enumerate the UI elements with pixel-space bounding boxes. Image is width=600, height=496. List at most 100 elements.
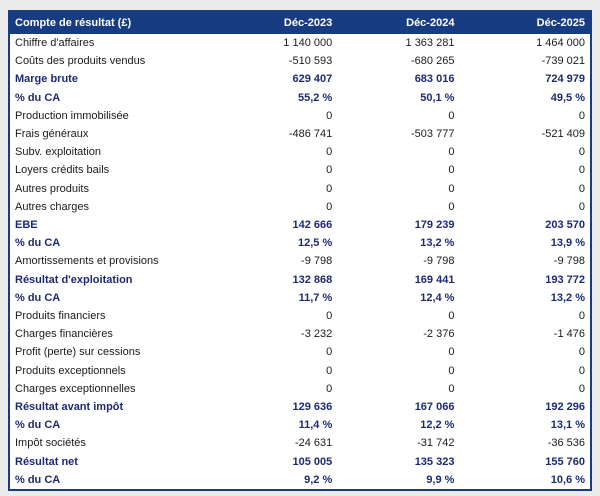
row-label: % du CA: [15, 91, 61, 104]
table-row: Amortissements et provisions -9 798 -9 798…: [9, 252, 591, 270]
cell-value: 0: [578, 310, 585, 323]
cell-value: 0: [448, 182, 455, 195]
table-row: % du CA 11,4 % 12,2 % 13,1 %: [9, 416, 591, 434]
cell-value: 0: [448, 164, 455, 177]
table-header-row: Compte de résultat (£) Déc-2023 Déc-2024…: [9, 11, 591, 34]
row-label: Marge brute: [15, 73, 78, 86]
row-label: Impôt sociétés: [15, 437, 86, 450]
cell-value: 11,4 %: [298, 419, 333, 432]
cell-value: 0: [578, 200, 585, 213]
row-label: Autres charges: [15, 200, 89, 213]
income-statement-table: Compte de résultat (£) Déc-2023 Déc-2024…: [8, 10, 592, 492]
cell-value: 135 323: [414, 455, 455, 468]
row-label: Amortissements et provisions: [15, 255, 159, 268]
cell-value: 12,5 %: [297, 237, 333, 250]
row-label: Autres produits: [15, 182, 89, 195]
row-label: Produits financiers: [15, 310, 106, 323]
table-row: Loyers crédits bails 0 0 0: [9, 161, 591, 179]
cell-value: -1 476: [553, 328, 585, 341]
cell-value: -24 631: [294, 437, 333, 450]
cell-value: 13,1 %: [550, 419, 585, 432]
cell-value: 724 979: [545, 73, 585, 86]
cell-value: -739 021: [541, 55, 585, 68]
cell-value: 50,1 %: [420, 91, 455, 104]
cell-value: 0: [326, 310, 333, 323]
cell-value: -510 593: [288, 55, 333, 68]
table-row: Impôt sociétés -24 631 -31 742 -36 536: [9, 434, 591, 452]
cell-value: 167 066: [414, 401, 455, 414]
cell-value: -31 742: [417, 437, 455, 450]
table-row: % du CA 12,5 % 13,2 % 13,9 %: [9, 234, 591, 252]
cell-value: 193 772: [545, 273, 585, 286]
table-row: % du CA 55,2 % 50,1 % 49,5 %: [9, 89, 591, 107]
table-row: Production immobilisée 0 0 0: [9, 107, 591, 125]
cell-value: 0: [326, 109, 333, 122]
cell-value: -680 265: [411, 55, 455, 68]
cell-value: 683 016: [414, 73, 455, 86]
cell-value: 13,2 %: [420, 237, 455, 250]
cell-value: 0: [326, 164, 333, 177]
cell-value: 203 570: [545, 219, 585, 232]
row-label: EBE: [15, 219, 38, 232]
cell-value: 169 441: [414, 273, 455, 286]
cell-value: 9,2 %: [304, 473, 333, 486]
cell-value: -9 798: [553, 255, 585, 268]
table-row: Résultat avant impôt 129 636 167 066 192 29…: [9, 398, 591, 416]
table-row: Chiffre d'affaires 1 140 000 1 363 281 1 46…: [9, 34, 591, 52]
cell-value: -3 232: [301, 328, 333, 341]
table-row: Subv. exploitation 0 0 0: [9, 143, 591, 161]
cell-value: 0: [578, 364, 585, 377]
table-row: Charges financières -3 232 -2 376 -1 476: [9, 325, 591, 343]
cell-value: 0: [326, 346, 333, 359]
cell-value: 0: [326, 200, 333, 213]
cell-value: 0: [448, 200, 455, 213]
row-label: % du CA: [15, 291, 61, 304]
cell-value: 13,9 %: [550, 237, 585, 250]
cell-value: 129 636: [292, 401, 333, 414]
cell-value: -2 376: [423, 328, 455, 341]
cell-value: 0: [448, 364, 455, 377]
cell-value: 55,2 %: [297, 91, 333, 104]
row-label: Profit (perte) sur cessions: [15, 346, 141, 359]
row-label: Production immobilisée: [15, 109, 129, 122]
cell-value: 629 407: [292, 73, 333, 86]
table-row: Marge brute 629 407 683 016 724 979: [9, 70, 591, 88]
cell-value: 1 363 281: [405, 37, 455, 49]
cell-value: 0: [578, 346, 585, 359]
cell-value: -9 798: [423, 255, 455, 268]
table-row: Résultat d'exploitation 132 868 169 441 193…: [9, 271, 591, 289]
cell-value: 105 005: [292, 455, 333, 468]
row-label: % du CA: [15, 473, 61, 486]
cell-value: 12,2 %: [420, 419, 455, 432]
table-header-dec-2024: Déc-2024: [337, 11, 460, 34]
table-row: Produits financiers 0 0 0: [9, 307, 591, 325]
cell-value: -521 409: [541, 128, 585, 141]
cell-value: 12,4 %: [420, 291, 455, 304]
row-label: Frais généraux: [15, 128, 89, 141]
row-label: Coûts des produits vendus: [15, 55, 146, 68]
cell-value: 0: [326, 146, 333, 159]
table-row: % du CA 9,2 % 9,9 % 10,6 %: [9, 471, 591, 490]
cell-value: 0: [578, 182, 585, 195]
cell-value: 0: [326, 382, 333, 395]
cell-value: -36 536: [547, 437, 585, 450]
cell-value: 0: [448, 310, 455, 323]
table-row: Autres charges 0 0 0: [9, 198, 591, 216]
row-label: Chiffre d'affaires: [15, 37, 95, 49]
cell-value: 0: [326, 364, 333, 377]
row-label: % du CA: [15, 419, 61, 432]
cell-value: 0: [448, 146, 455, 159]
cell-value: -486 741: [288, 128, 333, 141]
table-row: % du CA 11,7 % 12,4 % 13,2 %: [9, 289, 591, 307]
cell-value: 192 296: [545, 401, 585, 414]
row-label: % du CA: [15, 237, 61, 250]
table-header-dec-2023: Déc-2023: [215, 11, 338, 34]
cell-value: -503 777: [411, 128, 455, 141]
cell-value: 13,2 %: [550, 291, 585, 304]
cell-value: 11,7 %: [298, 291, 333, 304]
cell-value: 10,6 %: [550, 473, 585, 486]
table-header-title: Compte de résultat (£): [9, 11, 216, 34]
cell-value: 9,9 %: [426, 473, 455, 486]
row-label: Résultat net: [15, 455, 78, 468]
